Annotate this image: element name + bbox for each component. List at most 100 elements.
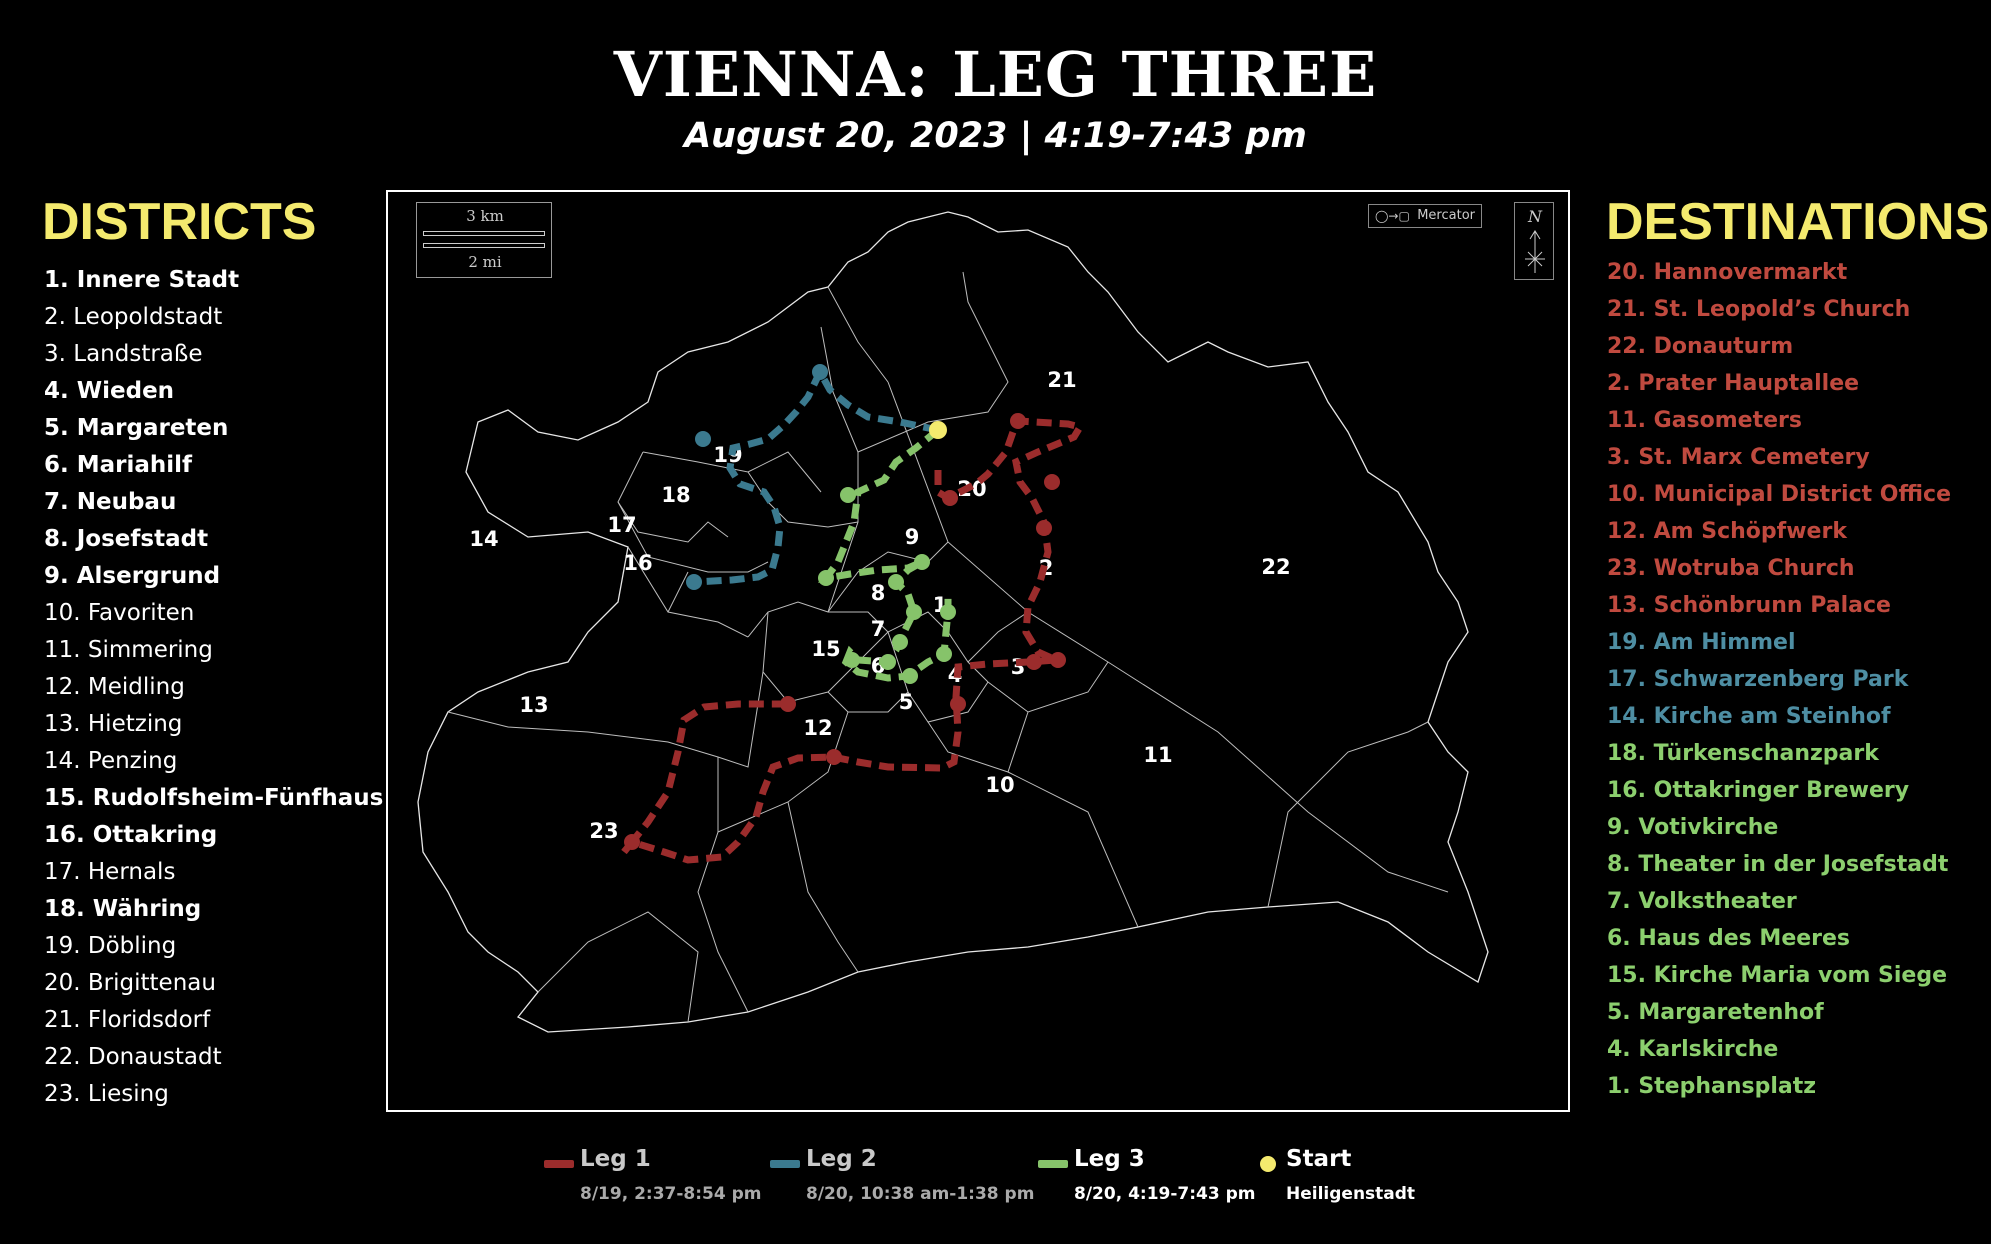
legend-leg3-label: Leg 3 xyxy=(1074,1146,1145,1172)
district-item: 9. Alsergrund xyxy=(44,563,221,589)
district-item: 4. Wieden xyxy=(44,378,175,404)
district-item: 5. Margareten xyxy=(44,415,229,441)
routes xyxy=(621,364,1086,864)
district-item: 11. Simmering xyxy=(44,637,213,663)
legend-leg2-sub: 8/20, 10:38 am-1:38 pm xyxy=(806,1184,1035,1204)
scale-bar: 3 km 2 mi xyxy=(416,202,552,278)
vienna-outline xyxy=(417,211,1489,1033)
district-item: 18. Währing xyxy=(44,896,202,922)
district-label-21: 21 xyxy=(1047,368,1076,392)
legend-leg1-sub: 8/19, 2:37-8:54 pm xyxy=(580,1184,762,1204)
destination-item: 4. Karlskirche xyxy=(1607,1037,1779,1062)
district-item: 23. Liesing xyxy=(44,1081,169,1107)
legend-start-label: Start xyxy=(1286,1146,1352,1172)
route-leg2 xyxy=(693,364,939,586)
district-label-15: 15 xyxy=(811,637,840,661)
scale-mi-label: 2 mi xyxy=(468,253,502,271)
district-item: 6. Mariahilf xyxy=(44,452,193,478)
destination-item: 3. St. Marx Cemetery xyxy=(1607,445,1870,470)
page-subtitle: August 20, 2023 | 4:19-7:43 pm xyxy=(684,116,1307,156)
leg3-stop xyxy=(936,646,952,662)
district-label-16: 16 xyxy=(623,551,652,575)
map[interactable]: 1 2 3 4 5 6 7 8 9 10 11 12 13 14 15 16 17 18 19 20 21 22 23 3 … xyxy=(386,190,1570,1112)
leg1-stop xyxy=(1026,654,1042,670)
compass-icon xyxy=(1525,230,1545,273)
legend-leg2-label: Leg 2 xyxy=(806,1146,877,1172)
leg1-stop xyxy=(1044,474,1060,490)
district-item: 22. Donaustadt xyxy=(44,1044,222,1070)
district-item: 10. Favoriten xyxy=(44,600,195,626)
district-item: 17. Hernals xyxy=(44,859,176,885)
legend-leg3-swatch xyxy=(1038,1160,1068,1168)
district-label-23: 23 xyxy=(589,819,618,843)
leg2-stop xyxy=(695,431,711,447)
leg1-stop xyxy=(1036,520,1052,536)
district-item: 21. Floridsdorf xyxy=(44,1007,211,1033)
leg3-stop xyxy=(880,654,896,670)
districts-heading: DISTRICTS xyxy=(42,193,317,251)
destination-item: 15. Kirche Maria vom Siege xyxy=(1607,963,1948,988)
destination-list: 20. Hannovermarkt 21. St. Leopold’s Churc… xyxy=(1607,254,1951,1105)
destination-item: 19. Am Himmel xyxy=(1607,630,1796,655)
leg3-stop xyxy=(940,604,956,620)
legend-start-sub: Heiligenstadt xyxy=(1286,1184,1416,1204)
legend-leg1-swatch xyxy=(544,1160,574,1168)
destination-item: 23. Wotruba Church xyxy=(1607,556,1855,581)
destination-item: 9. Votivkirche xyxy=(1607,815,1779,840)
destination-item: 14. Kirche am Steinhof xyxy=(1607,704,1891,729)
destination-item: 21. St. Leopold’s Church xyxy=(1607,297,1911,322)
start-marker xyxy=(929,421,947,439)
projection-label: Mercator xyxy=(1417,208,1475,223)
leg3-stop xyxy=(844,652,860,668)
district-label-12: 12 xyxy=(803,716,832,740)
destinations-heading: DESTINATIONS xyxy=(1606,193,1990,251)
destination-item: 6. Haus des Meeres xyxy=(1607,926,1851,951)
leg3-stop xyxy=(840,487,856,503)
district-label-18: 18 xyxy=(661,483,690,507)
route-leg3 xyxy=(817,427,952,682)
district-label-3: 3 xyxy=(1011,655,1026,679)
destination-item: 2. Prater Hauptallee xyxy=(1607,371,1860,396)
district-item: 15. Rudolfsheim-Fünfhaus xyxy=(44,785,384,811)
leg1-stop xyxy=(1010,413,1026,429)
destination-item: 8. Theater in der Josefstadt xyxy=(1607,852,1949,877)
district-label-22: 22 xyxy=(1261,555,1290,579)
destination-item: 16. Ottakringer Brewery xyxy=(1607,778,1910,803)
scale-km-label: 3 km xyxy=(466,207,504,225)
district-item: 1. Innere Stadt xyxy=(44,267,240,293)
district-label-5: 5 xyxy=(899,690,914,714)
district-label-17: 17 xyxy=(607,513,636,537)
district-item: 3. Landstraße xyxy=(44,341,203,367)
district-label-14: 14 xyxy=(469,527,498,551)
legend-leg2-swatch xyxy=(770,1160,800,1168)
leg2-stop xyxy=(686,574,702,590)
page-title: VIENNA: LEG THREE xyxy=(613,38,1378,111)
destination-item: 20. Hannovermarkt xyxy=(1607,260,1848,285)
leg1-stop xyxy=(780,696,796,712)
leg1-stop xyxy=(942,490,958,506)
district-item: 7. Neubau xyxy=(44,489,177,515)
legend-leg1-label: Leg 1 xyxy=(580,1146,651,1172)
district-item: 13. Hietzing xyxy=(44,711,183,737)
district-item: 16. Ottakring xyxy=(44,822,218,848)
leg3-stop xyxy=(818,570,834,586)
district-item: 2. Leopoldstadt xyxy=(44,304,223,330)
scale-mi-bar xyxy=(423,243,545,248)
leg1-stop xyxy=(826,749,842,765)
district-label-10: 10 xyxy=(985,773,1014,797)
district-list: 1. Innere Stadt 2. Leopoldstadt 3. Landstr… xyxy=(44,262,383,1113)
district-item: 19. Döbling xyxy=(44,933,177,959)
projection-icon: ◯→▢ xyxy=(1375,209,1410,223)
district-item: 14. Penzing xyxy=(44,748,178,774)
leg1-stop xyxy=(624,834,640,850)
leg3-stop xyxy=(888,574,904,590)
north-label: N xyxy=(1528,207,1542,226)
destination-item: 18. Türkenschanzpark xyxy=(1607,741,1879,766)
destination-item: 17. Schwarzenberg Park xyxy=(1607,667,1909,692)
district-item: 8. Josefstadt xyxy=(44,526,209,552)
leg1-stop xyxy=(1050,652,1066,668)
leg3-stop xyxy=(902,668,918,684)
district-item: 12. Meidling xyxy=(44,674,185,700)
